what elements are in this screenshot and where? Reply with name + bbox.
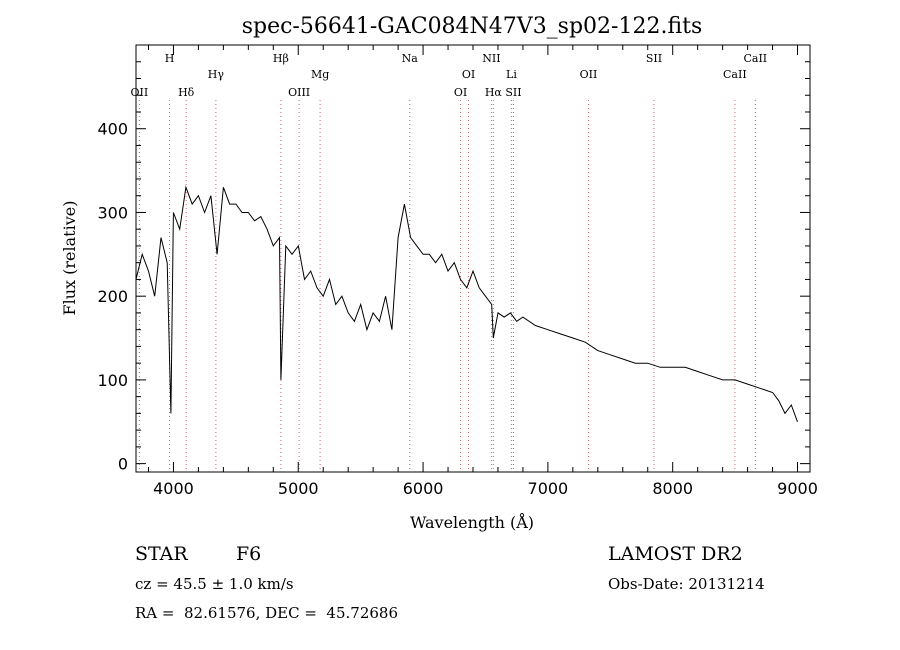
line-marker-label: Hα [485,86,503,99]
spectrum-line [135,185,798,422]
x-tick-label: 8000 [652,479,693,498]
y-tick-label: 400 [97,120,128,139]
line-marker-label: OII [580,68,598,81]
sky-coordinates: RA = 82.61576, DEC = 45.72686 [135,604,399,622]
y-tick-label: 100 [97,371,128,390]
line-marker-label: CaII [723,68,747,81]
plot-frame [135,44,811,473]
spectrum-data [135,185,798,422]
line-marker-label: OI [462,68,475,81]
survey-name: LAMOST DR2 [608,543,743,565]
y-tick-label: 300 [97,203,128,222]
x-tick-label: 7000 [528,479,569,498]
x-tick-label: 5000 [278,479,319,498]
line-marker-label: OII [131,86,149,99]
line-marker-label: Hβ [273,52,289,65]
line-marker-label: SII [505,86,521,99]
line-marker-label: Na [402,52,419,65]
x-tick-label: 9000 [777,479,818,498]
line-marker-label: Hγ [208,68,225,81]
object-subclass: F6 [236,543,262,565]
observation-date: Obs-Date: 20131214 [608,575,765,593]
chart-title: spec-56641-GAC084N47V3_sp02-122.fits [242,14,703,39]
x-axis-label: Wavelength (Å) [410,512,534,532]
line-marker-label: Hδ [178,86,195,99]
object-class: STAR [135,543,188,565]
axis-ticks: 4000 5000 6000 7000 8000 9000 0 100 200 300 400 [97,45,818,498]
line-marker-label: Li [506,68,517,81]
redshift-value: cz = 45.5 ± 1.0 km/s [135,575,294,593]
line-marker-label: H [165,52,175,65]
line-marker-label: NII [482,52,500,65]
y-tick-label: 200 [97,287,128,306]
y-axis-label: Flux (relative) [60,201,79,316]
x-tick-label: 6000 [403,479,444,498]
x-tick-label: 4000 [153,479,194,498]
line-marker-label: OI [454,86,467,99]
line-marker-label: CaII [743,52,767,65]
line-marker-label: OIII [288,86,310,99]
line-marker-label: SII [646,52,662,65]
line-marker-label: Mg [311,68,329,81]
y-tick-label: 0 [118,455,128,474]
